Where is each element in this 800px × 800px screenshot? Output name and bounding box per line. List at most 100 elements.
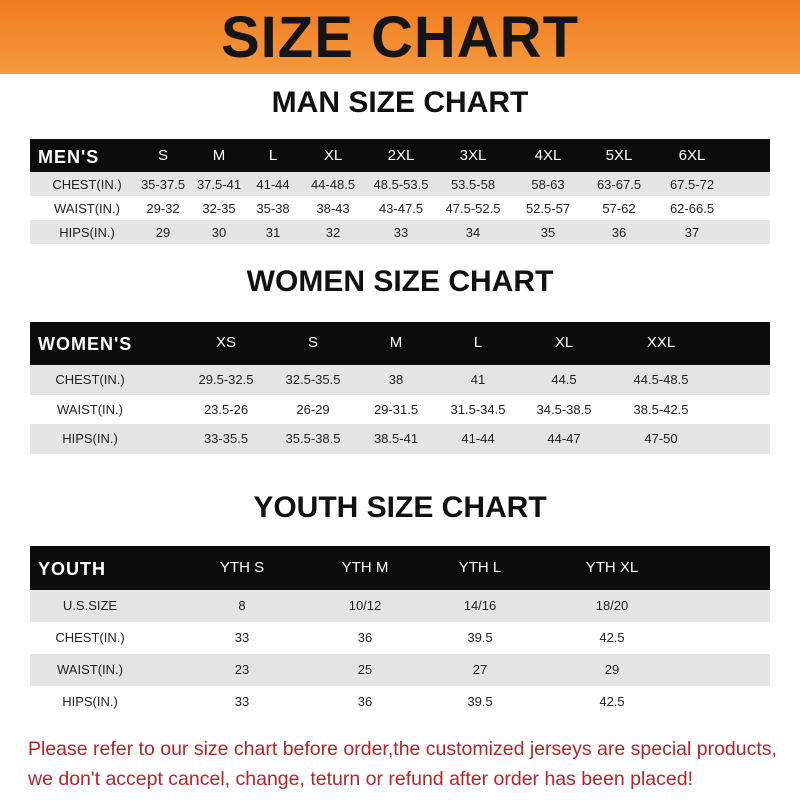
table-cell: 14/16 xyxy=(463,598,497,613)
table-cell: 41-44 xyxy=(256,177,290,192)
table-row: CHEST(IN.) 33 36 39.5 42.5 xyxy=(30,622,770,654)
table-row: U.S.SIZE 8 10/12 14/16 18/20 xyxy=(30,590,770,622)
size-header: 4XL xyxy=(534,147,562,164)
table-cell: 44.5-48.5 xyxy=(633,372,689,387)
row-label: HIPS(IN.) xyxy=(62,431,118,446)
women-section-title: WOMEN SIZE CHART xyxy=(246,265,554,298)
size-header: S xyxy=(157,147,169,164)
size-header: XL xyxy=(554,334,574,351)
row-label: WAIST(IN.) xyxy=(57,401,123,417)
size-header: 2XL xyxy=(387,147,415,164)
table-row: HIPS(IN.) 33-35.5 35.5-38.5 38.5-41 41-44 44-… xyxy=(30,424,770,454)
youth-section-title: YOUTH SIZE CHART xyxy=(253,491,547,524)
table-cell: 23 xyxy=(234,662,250,677)
table-cell: 29.5-32.5 xyxy=(198,372,254,387)
table-cell: 39.5 xyxy=(467,630,493,645)
table-cell: 33-35.5 xyxy=(203,431,249,446)
table-cell: 34 xyxy=(465,225,481,240)
table-cell: 38.5-41 xyxy=(373,431,419,446)
table-row: HIPS(IN.) 33 36 39.5 42.5 xyxy=(30,686,770,718)
table-cell: 38-43 xyxy=(316,201,350,216)
table-cell: 42.5 xyxy=(599,694,625,709)
table-cell: 35.5-38.5 xyxy=(285,431,341,446)
row-label: WAIST(IN.) xyxy=(57,662,123,677)
row-label: U.S.SIZE xyxy=(62,598,118,613)
women-header-row: WOMEN'S XS S M L XL XXL xyxy=(30,322,770,365)
table-cell: 52.5-57 xyxy=(525,201,571,216)
size-header: XS xyxy=(215,334,237,351)
table-cell: 18/20 xyxy=(595,598,629,613)
table-title-cell: WOMEN'S xyxy=(38,334,133,354)
table-cell: 30 xyxy=(211,225,227,240)
table-cell: 44.5 xyxy=(551,372,577,387)
size-header: L xyxy=(473,334,483,351)
size-header: XXL xyxy=(646,334,676,351)
table-cell: 58-63 xyxy=(531,177,565,192)
table-cell: 62-66.5 xyxy=(669,201,715,216)
table-cell: 67.5-72 xyxy=(669,177,715,192)
size-header: YTH L xyxy=(458,559,502,576)
table-cell: 32.5-35.5 xyxy=(285,372,341,387)
women-size-table: WOMEN'S XS S M L XL XXL CHEST(IN.) 29.5-32.5 32.5… xyxy=(30,322,770,454)
table-cell: 37.5-41 xyxy=(196,177,242,192)
table-cell: 26-29 xyxy=(296,401,330,417)
row-label: CHEST(IN.) xyxy=(55,372,125,387)
table-cell: 36 xyxy=(357,694,373,709)
table-cell: 57-62 xyxy=(602,201,636,216)
table-cell: 27 xyxy=(472,662,488,677)
table-cell: 32 xyxy=(325,225,341,240)
table-cell: 36 xyxy=(357,630,373,645)
size-header: 5XL xyxy=(605,147,633,164)
size-header: XL xyxy=(323,147,343,164)
row-label: CHEST(IN.) xyxy=(55,630,125,645)
table-title-cell: YOUTH xyxy=(38,559,106,579)
table-cell: 44-47 xyxy=(547,431,581,446)
table-cell: 35-38 xyxy=(256,201,290,216)
table-cell: 10/12 xyxy=(348,598,382,613)
table-row: HIPS(IN.) 29 30 31 32 33 34 35 36 37 xyxy=(30,220,770,244)
men-header-row: MEN'S S M L XL 2XL 3XL 4XL 5XL 6XL xyxy=(30,139,770,172)
table-cell: 42.5 xyxy=(599,630,625,645)
table-cell: 43-47.5 xyxy=(378,201,424,216)
row-label: HIPS(IN.) xyxy=(62,694,118,709)
table-cell: 44-48.5 xyxy=(310,177,356,192)
table-cell: 25 xyxy=(357,662,373,677)
table-cell: 33 xyxy=(234,694,250,709)
page-title: SIZE CHART xyxy=(221,5,579,70)
table-cell: 32-35 xyxy=(202,201,236,216)
table-cell: 34.5-38.5 xyxy=(536,401,592,417)
row-label: HIPS(IN.) xyxy=(59,225,115,240)
title-banner: SIZE CHART xyxy=(0,0,800,74)
table-row: CHEST(IN.) 29.5-32.5 32.5-35.5 38 41 44.5 44.5… xyxy=(30,365,770,395)
notice-line-2: we don't accept cancel, change, teturn o… xyxy=(28,768,693,790)
table-cell: 38 xyxy=(388,372,404,387)
table-cell: 35-37.5 xyxy=(140,177,186,192)
table-cell: 47.5-52.5 xyxy=(445,201,501,216)
table-row: WAIST(IN.) 23 25 27 29 xyxy=(30,654,770,686)
size-header: M xyxy=(389,334,403,351)
table-cell: 29-31.5 xyxy=(373,401,419,417)
size-header: YTH S xyxy=(219,559,265,576)
table-cell: 29 xyxy=(155,225,171,240)
size-header: L xyxy=(268,147,278,164)
table-cell: 33 xyxy=(234,630,250,645)
table-cell: 37 xyxy=(684,225,700,240)
table-cell: 39.5 xyxy=(467,694,493,709)
table-cell: 47-50 xyxy=(644,431,678,446)
size-header: S xyxy=(307,334,319,351)
table-title-cell: MEN'S xyxy=(38,147,100,167)
table-cell: 33 xyxy=(393,225,409,240)
table-cell: 41-44 xyxy=(461,431,495,446)
table-cell: 31.5-34.5 xyxy=(450,401,506,417)
row-label: WAIST(IN.) xyxy=(54,201,120,216)
table-cell: 53.5-58 xyxy=(450,177,496,192)
table-cell: 8 xyxy=(238,598,246,613)
table-row: WAIST(IN.) 29-32 32-35 35-38 38-43 43-47.5 47.… xyxy=(30,196,770,220)
table-row: WAIST(IN.) 23.5-26 26-29 29-31.5 31.5-34.5 34… xyxy=(30,394,770,424)
table-cell: 35 xyxy=(540,225,556,240)
size-header: 6XL xyxy=(678,147,706,164)
men-section-title: MAN SIZE CHART xyxy=(271,86,529,119)
youth-header-row: YOUTH YTH S YTH M YTH L YTH XL xyxy=(30,546,770,590)
order-notice: Please refer to our size chart before or… xyxy=(28,734,788,794)
size-header: YTH XL xyxy=(585,559,639,576)
